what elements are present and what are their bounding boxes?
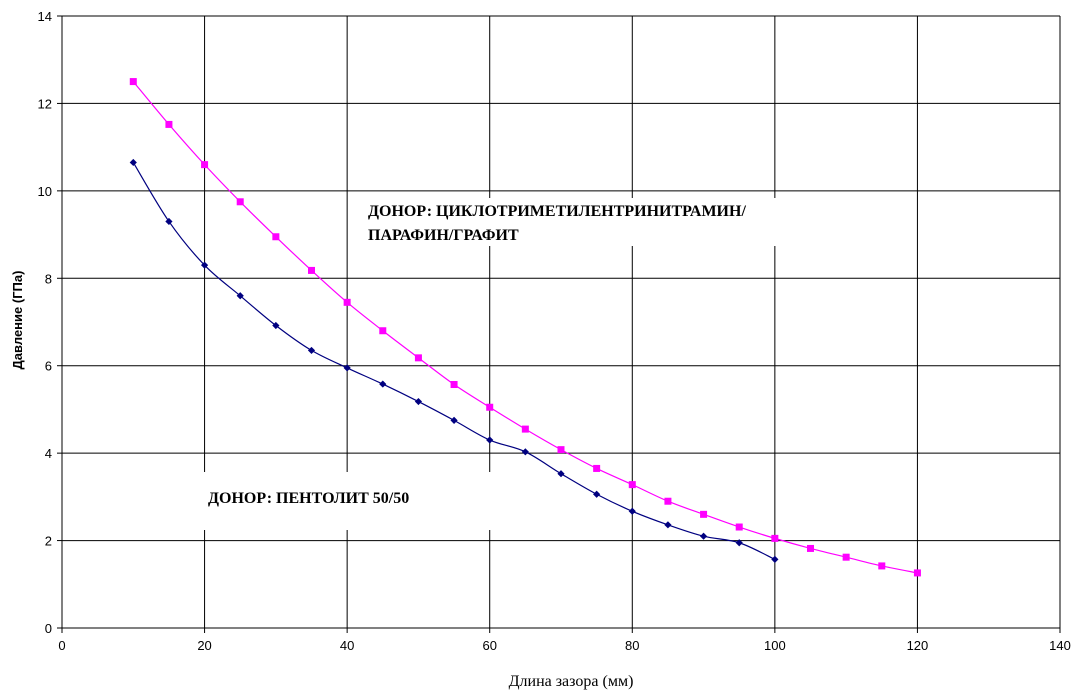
- data-point-diamond: [628, 507, 636, 515]
- data-point-diamond: [272, 321, 280, 330]
- y-tick-label: 8: [45, 271, 52, 286]
- data-point-square: [165, 120, 173, 128]
- x-tick-label: 80: [625, 638, 639, 653]
- x-tick-label: 140: [1049, 638, 1071, 653]
- y-tick-label: 12: [38, 96, 52, 111]
- data-point-square: [628, 481, 636, 489]
- data-point-square: [521, 425, 529, 433]
- data-point-square: [771, 534, 779, 542]
- data-point-square: [414, 354, 422, 362]
- y-tick-label: 6: [45, 359, 52, 374]
- data-point-square: [343, 298, 351, 306]
- data-point-diamond: [735, 539, 743, 547]
- y-tick-label: 10: [38, 184, 52, 199]
- y-tick-label: 4: [45, 446, 52, 461]
- data-point-square: [308, 266, 315, 274]
- data-point-diamond: [593, 490, 601, 498]
- data-point-square: [450, 381, 458, 389]
- data-point-square: [129, 78, 137, 86]
- data-point-diamond: [165, 217, 173, 226]
- tick-labels: 0 20 40 60 80 100 120 140 0 2 4 6 8 10 12 14: [38, 9, 1071, 653]
- annotation-rdx-line1: ДОНОР: ЦИКЛОТРИМЕТИЛЕНТРИНИТРАМИН/: [368, 203, 746, 220]
- data-point-square: [807, 544, 814, 552]
- data-point-square: [236, 198, 244, 206]
- data-point-diamond: [450, 416, 458, 424]
- data-point-diamond: [664, 521, 672, 529]
- data-point-square: [557, 446, 565, 454]
- data-point-diamond: [307, 346, 316, 355]
- annotation-backgrounds: [200, 198, 860, 530]
- y-tick-label: 14: [38, 9, 52, 24]
- data-point-diamond: [236, 292, 244, 300]
- data-point-square: [201, 161, 209, 169]
- y-tick-label: 2: [45, 534, 52, 549]
- data-point-square: [486, 403, 494, 411]
- data-point-diamond: [771, 555, 779, 563]
- data-point-diamond: [379, 380, 387, 388]
- data-point-diamond: [414, 397, 423, 406]
- data-point-diamond: [557, 470, 565, 478]
- data-point-diamond: [699, 532, 708, 540]
- x-tick-label: 100: [764, 638, 786, 653]
- grid: [62, 15, 1061, 628]
- data-point-diamond: [129, 158, 137, 167]
- annotation-pentolite-bg: [200, 472, 500, 530]
- series-group: [129, 78, 921, 577]
- data-point-diamond: [486, 436, 494, 444]
- y-tick-label: 0: [45, 621, 52, 636]
- series-square: [129, 78, 921, 577]
- annotation-pentolite: ДОНОР: ПЕНТОЛИТ 50/50: [208, 490, 409, 507]
- data-point-diamond: [343, 364, 351, 372]
- data-point-square: [913, 569, 921, 577]
- x-tick-label: 40: [340, 638, 354, 653]
- axes: [61, 16, 1060, 629]
- data-point-square: [272, 233, 280, 241]
- series-diamond: [129, 158, 779, 563]
- x-tick-label: 60: [482, 638, 496, 653]
- data-point-square: [379, 327, 387, 335]
- x-tick-label: 120: [907, 638, 929, 653]
- data-point-square: [700, 510, 708, 518]
- data-point-square: [842, 553, 850, 561]
- x-axis-label: Длина зазора (мм): [509, 673, 634, 690]
- y-axis-label: Давление (ГПа): [10, 271, 25, 370]
- data-point-square: [735, 523, 743, 531]
- x-tick-label: 20: [197, 638, 211, 653]
- x-tick-label: 0: [58, 638, 65, 653]
- data-point-square: [664, 497, 672, 505]
- data-point-diamond: [200, 261, 209, 269]
- data-point-square: [593, 464, 601, 472]
- annotation-rdx-line2: ПАРАФИН/ГРАФИТ: [368, 227, 519, 244]
- annotation-rdx-bg: [362, 198, 860, 246]
- data-point-square: [878, 562, 886, 570]
- data-point-diamond: [521, 448, 529, 456]
